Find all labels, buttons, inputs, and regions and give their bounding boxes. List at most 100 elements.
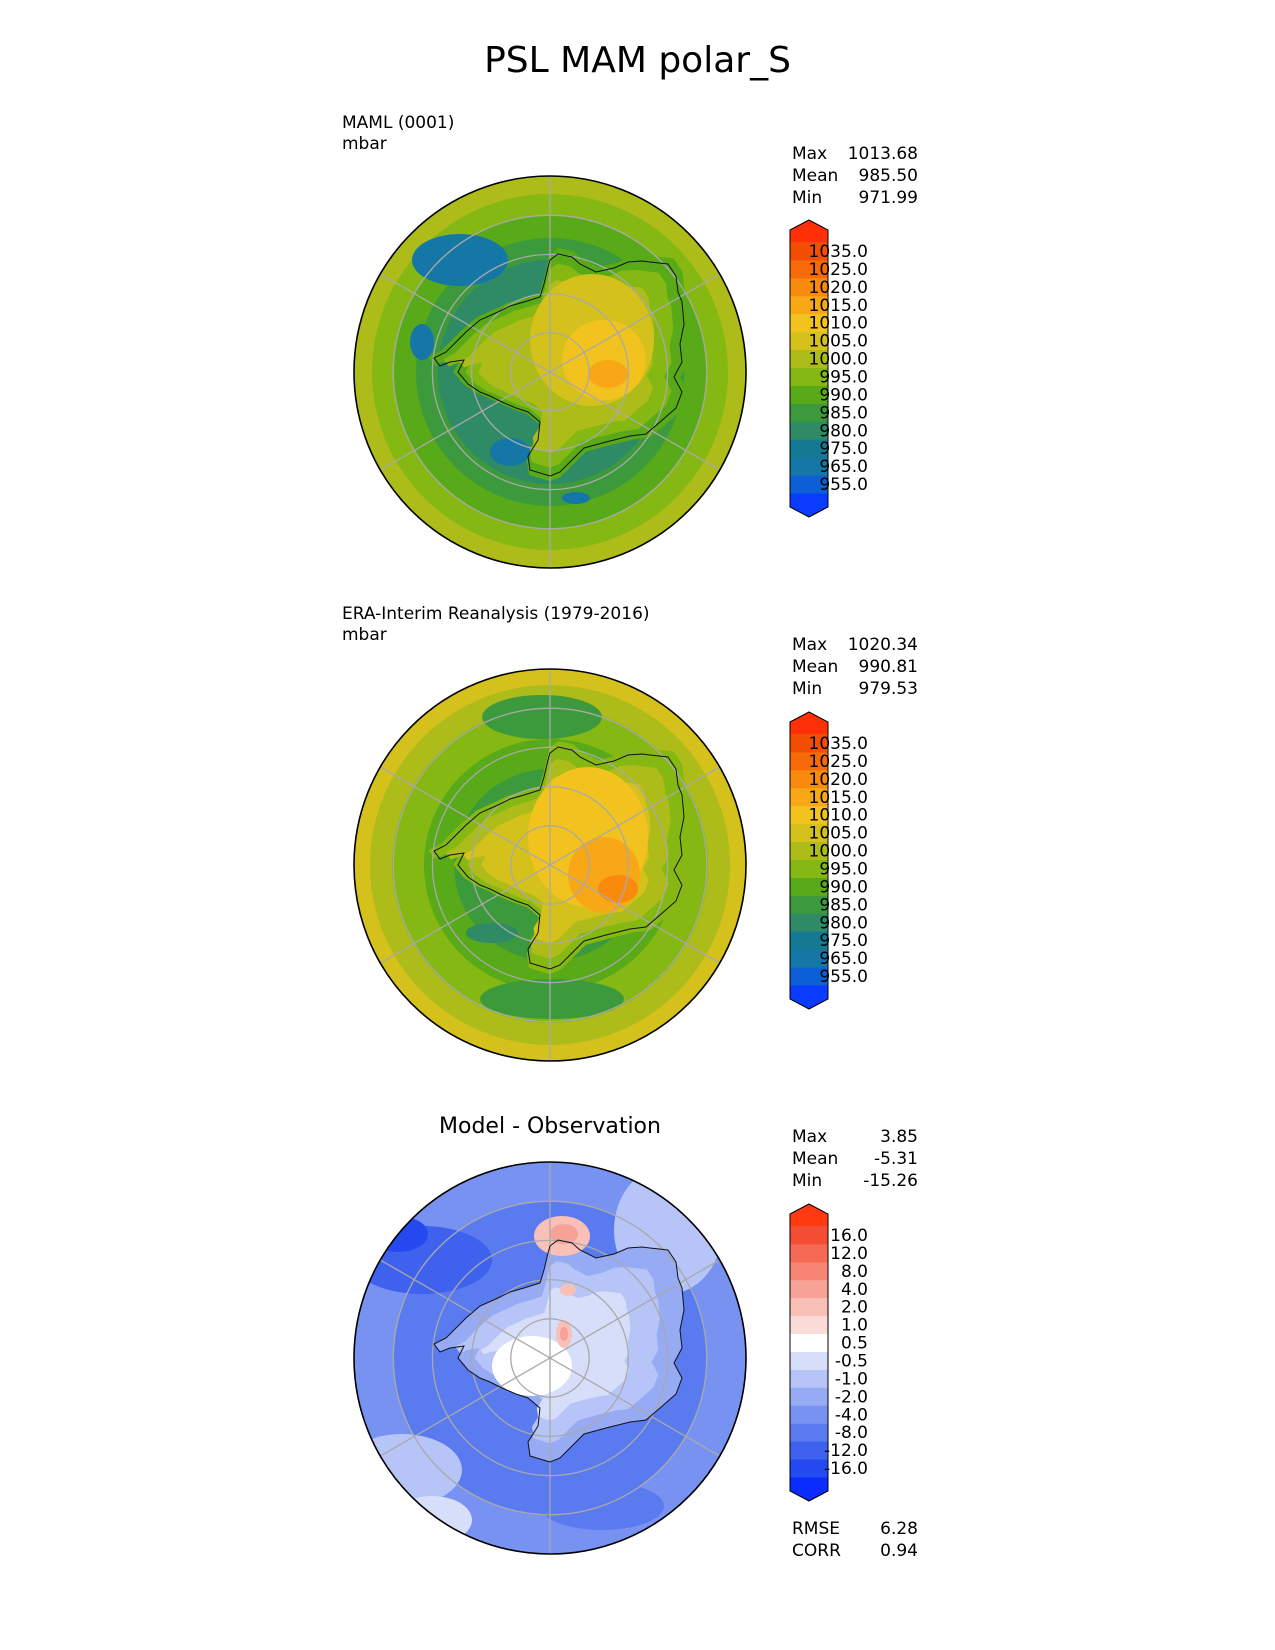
colorbar-tick-label: 1025.0: [809, 752, 868, 772]
colorbar-tick-label: 0.5: [841, 1334, 868, 1354]
colorbar-tick-label: 1035.0: [809, 734, 868, 754]
colorbar-outline: [789, 219, 829, 518]
stat-min-label: Min: [792, 1171, 823, 1191]
colorbar-tick-label: 1005.0: [809, 332, 868, 352]
stat-max-label: Max: [792, 144, 828, 164]
stat-mean-label: Mean: [792, 166, 839, 186]
colorbar-tick-label: 1020.0: [809, 770, 868, 790]
stat-max-label: Max: [792, 635, 828, 655]
colorbar-segment: [790, 295, 828, 315]
stat-min-value: -15.26: [863, 1171, 918, 1191]
stat-mean-value: -5.31: [874, 1149, 918, 1169]
stat-max-value: 1020.34: [847, 635, 918, 655]
colorbar-tick-label: 8.0: [841, 1262, 868, 1282]
colorbar-tick-label: 1010.0: [809, 314, 868, 334]
meridian-line: [379, 1259, 721, 1457]
colorbar-tick-label: 985.0: [819, 895, 868, 915]
colorbar-segment: [790, 457, 828, 476]
colorbar-segment: [790, 949, 828, 968]
colorbar-tick-label: 1000.0: [809, 842, 868, 862]
coastline: [433, 746, 685, 970]
map-field: [354, 1162, 746, 1554]
colorbar-tick-label: 985.0: [819, 403, 868, 423]
colorbar-tick-label: 990.0: [819, 385, 868, 405]
stat-mean-label: Mean: [792, 657, 839, 677]
stat-max-label: Max: [792, 1127, 828, 1147]
panel-diff-title: Model - Observation: [439, 1114, 661, 1139]
colorbar-tick-label: -16.0: [824, 1459, 868, 1479]
colorbar-tick-label: 2.0: [841, 1298, 868, 1318]
colorbar-segment: [790, 403, 828, 422]
stat-mean-label: Mean: [792, 1149, 839, 1169]
colorbar-tick-label: -0.5: [835, 1351, 868, 1371]
graticule: [379, 669, 721, 1061]
contour-low: [412, 234, 508, 286]
colorbar-segment: [790, 313, 828, 333]
contour-high: [588, 360, 628, 388]
colorbar-segment: [790, 787, 828, 807]
colorbar-segment: [790, 877, 828, 896]
colorbar-extend-max: [790, 712, 828, 734]
map-model: [353, 175, 747, 569]
graticule: [379, 1162, 721, 1554]
colorbar-segment: [790, 1459, 828, 1478]
coastline: [433, 1239, 685, 1463]
panel-diff-metrics: RMSE 6.28 CORR 0.94: [792, 1518, 942, 1562]
colorbar-segment: [790, 385, 828, 404]
colorbar-tick-label: 980.0: [819, 421, 868, 441]
colorbar-segment: [790, 1261, 828, 1281]
contour-high: [562, 320, 646, 400]
colorbar-outline: [789, 1203, 829, 1502]
map-border: [353, 668, 747, 1062]
contour-high: [598, 875, 638, 903]
colorbar-segment: [790, 421, 828, 440]
colorbar-segment: [790, 1405, 828, 1424]
colorbar-tick-label: 12.0: [830, 1244, 868, 1264]
stat-min-value: 979.53: [858, 679, 918, 699]
colorbar-segment: [790, 805, 828, 825]
colorbar-tick-label: 1035.0: [809, 242, 868, 262]
colorbar-segment: [790, 913, 828, 932]
stat-min-value: 971.99: [858, 188, 918, 208]
stat-mean-value: 985.50: [858, 166, 918, 186]
colorbar-segment: [790, 475, 828, 494]
colorbar-segment: [790, 1423, 828, 1442]
colorbar-segment: [790, 751, 828, 771]
panel-obs-header: ERA-Interim Reanalysis (1979-2016) mbar: [342, 604, 650, 646]
colorbar-segment: [790, 841, 828, 860]
colorbar-segment: [790, 1279, 828, 1299]
panel-diff-stats: Max 3.85 Mean -5.31 Min -15.26: [792, 1126, 942, 1192]
colorbar-segment: [790, 1243, 828, 1263]
contour-positive: [560, 1327, 568, 1341]
colorbar-segment: [790, 1387, 828, 1406]
corr-value: 0.94: [880, 1541, 918, 1561]
panel-obs-units: mbar: [342, 625, 387, 645]
map-obs: [353, 668, 747, 1062]
contour-low: [410, 324, 434, 360]
stat-max-value: 3.85: [880, 1127, 918, 1147]
colorbar-tick-label: 1000.0: [809, 350, 868, 370]
colorbar-extend-min: [790, 1477, 828, 1501]
colorbar-tick-label: 1005.0: [809, 824, 868, 844]
panel-obs-stats: Max 1020.34 Mean 990.81 Min 979.53: [792, 634, 942, 700]
colorbar-segment: [790, 859, 828, 878]
panel-model-title: MAML (0001): [342, 113, 455, 133]
colorbar-tick-label: 980.0: [819, 913, 868, 933]
colorbar-tick-label: 16.0: [830, 1226, 868, 1246]
panel-obs-title: ERA-Interim Reanalysis (1979-2016): [342, 604, 650, 624]
colorbar-diff: -16.0-12.0-8.0-4.0-2.0-1.0-0.50.51.02.04…: [789, 1203, 868, 1502]
contour-low: [562, 492, 590, 504]
map-diff: [353, 1161, 747, 1555]
panel-model-stats: Max 1013.68 Mean 985.50 Min 971.99: [792, 143, 942, 209]
contour-weak: [392, 1496, 472, 1544]
colorbar-tick-label: 1015.0: [809, 788, 868, 808]
colorbar-segment: [790, 277, 828, 297]
map-border: [353, 175, 747, 569]
colorbar-segment: [790, 823, 828, 843]
colorbar-tick-label: 975.0: [819, 439, 868, 459]
figure-title: PSL MAM polar_S: [484, 40, 791, 81]
panel-model-header: MAML (0001) mbar: [342, 113, 454, 155]
colorbar-tick-label: 1020.0: [809, 278, 868, 298]
panel-model-units: mbar: [342, 134, 387, 154]
colorbar-tick-label: 955.0: [819, 967, 868, 987]
